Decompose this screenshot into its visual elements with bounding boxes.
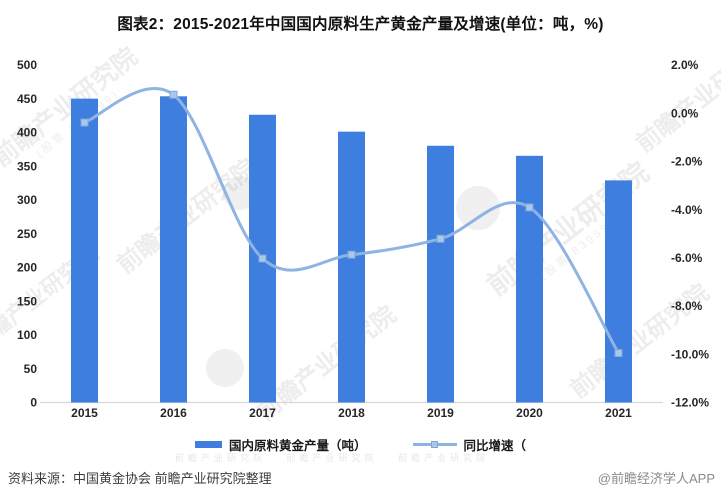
x-axis-label-2016: 2016 <box>160 406 187 420</box>
x-axis-label-2018: 2018 <box>338 406 365 420</box>
growth-marker-2019 <box>436 234 445 243</box>
chart-title: 图表2：2015-2021年中国国内原料生产黄金产量及增速(单位：吨，%) <box>117 16 604 33</box>
left-axis-tick: 100 <box>17 328 37 342</box>
bar-2020 <box>516 155 543 403</box>
bar-2016 <box>160 96 187 403</box>
growth-marker-2016 <box>169 90 178 99</box>
legend-line-swatch <box>412 440 457 449</box>
left-axis-tick: 50 <box>24 362 38 376</box>
right-axis-tick: -8.0% <box>671 299 703 313</box>
bar-2018 <box>338 131 365 403</box>
legend-bar-label: 国内原料黄金产量（吨） <box>228 438 367 453</box>
right-axis-tick: -10.0% <box>671 347 709 361</box>
right-axis-tick: -12.0% <box>671 396 709 410</box>
left-axis-tick: 250 <box>17 227 37 241</box>
x-axis-label-2015: 2015 <box>71 406 98 420</box>
left-axis-tick: 400 <box>17 126 37 140</box>
source-text: 资料来源：中国黄金协会 前瞻产业研究院整理 <box>8 471 272 486</box>
right-axis-tick: -4.0% <box>671 203 703 217</box>
bar-2021 <box>605 180 632 403</box>
x-axis-label-2021: 2021 <box>605 406 632 420</box>
left-axis-tick: 450 <box>17 92 37 106</box>
growth-marker-2020 <box>525 203 534 212</box>
bar-2019 <box>427 145 454 403</box>
growth-marker-2021 <box>614 349 623 358</box>
right-axis-tick: -6.0% <box>671 251 703 265</box>
legend: 国内原料黄金产量（吨） 同比增速（ <box>0 434 721 454</box>
attribution-text: @前瞻经济学人APP <box>597 471 715 486</box>
x-axis-label-2019: 2019 <box>427 406 454 420</box>
x-axis-label-2017: 2017 <box>249 406 276 420</box>
left-axis-tick: 150 <box>17 294 37 308</box>
right-axis-tick: 0.0% <box>671 106 699 120</box>
right-axis-tick: 2.0% <box>671 58 699 72</box>
x-axis-label-2020: 2020 <box>516 406 543 420</box>
growth-marker-2018 <box>347 250 356 259</box>
left-axis-tick: 0 <box>30 396 37 410</box>
left-axis-tick: 200 <box>17 261 37 275</box>
legend-line-label: 同比增速（ <box>463 438 527 453</box>
right-axis-tick: -2.0% <box>671 155 703 169</box>
growth-marker-2017 <box>258 254 267 263</box>
left-axis-tick: 300 <box>17 193 37 207</box>
left-axis-tick: 500 <box>17 58 37 72</box>
legend-item-growth: 同比增速（ <box>412 435 527 454</box>
growth-marker-2015 <box>80 118 89 127</box>
left-axis-tick: 350 <box>17 159 37 173</box>
legend-item-production: 国内原料黄金产量（吨） <box>194 435 367 454</box>
bar-2015 <box>71 98 98 403</box>
legend-line-marker <box>430 440 438 448</box>
legend-bar-swatch <box>194 440 222 448</box>
